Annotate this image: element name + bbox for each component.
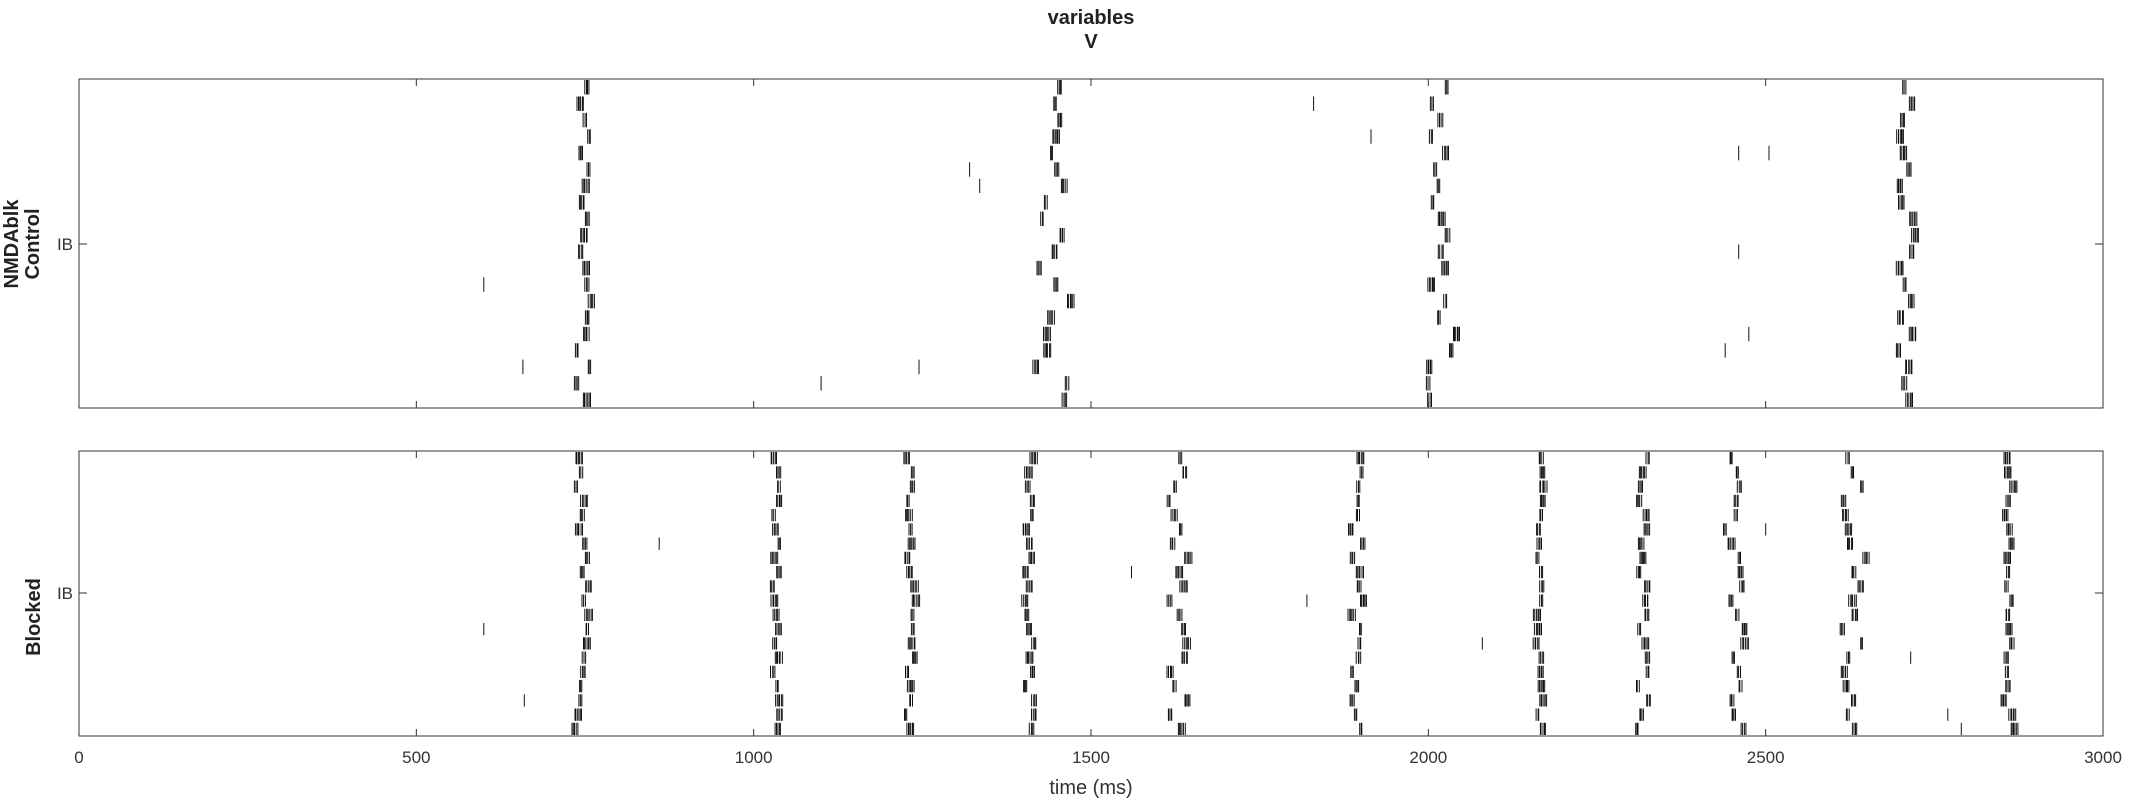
x-ticks-blocked: 0 500 1000 1500 2000 2500 3000 (74, 451, 2122, 767)
xtick-label: 500 (402, 748, 430, 767)
spike-raster-blocked (483, 452, 2019, 735)
panel-blocked: 0 500 1000 1500 2000 2500 3000 IB Blocked time… (23, 450, 2122, 799)
spike-raster-control (483, 80, 1919, 407)
ylabel-control-line2: Control (22, 208, 44, 279)
figure-title-line1: variables (1048, 7, 1135, 29)
plot-frame-control (78, 78, 2104, 409)
xtick-label: 0 (74, 748, 83, 767)
xtick-label: 2000 (1409, 748, 1447, 767)
ylabel-control-line1: NMDAblk (1, 199, 23, 289)
xtick-label: 1500 (1072, 748, 1110, 767)
ytick-label-blocked: IB (57, 584, 73, 603)
xlabel-blocked: time (ms) (1049, 777, 1132, 799)
ytick-label-control: IB (57, 235, 73, 254)
plot-frame-blocked (78, 450, 2104, 737)
xtick-label: 3000 (2084, 748, 2122, 767)
panel-control: IB NMDAblk Control (1, 78, 2104, 409)
figure-title-line2: V (1084, 31, 1098, 53)
xtick-label: 2500 (1747, 748, 1785, 767)
xtick-label: 1000 (735, 748, 773, 767)
x-ticks-control (415, 79, 1767, 408)
ylabel-blocked: Blocked (23, 578, 45, 656)
